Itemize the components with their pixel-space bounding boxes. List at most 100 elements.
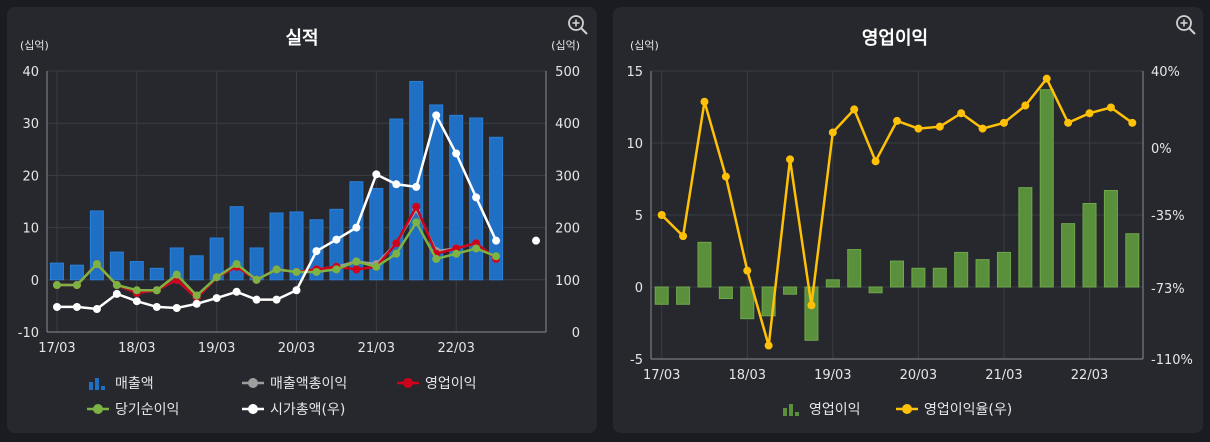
bar-매출액[interactable] — [409, 80, 424, 281]
point-영업이익율(우)[interactable] — [1021, 101, 1030, 110]
point-영업이익율(우)[interactable] — [721, 172, 730, 181]
legend-item-매출액총이익[interactable]: 매출액총이익 — [242, 376, 347, 392]
legend-item-매출액[interactable]: 매출액 — [89, 376, 154, 392]
legend-item-영업이익율(우)[interactable]: 영업이익율(우) — [896, 402, 1012, 418]
bar-영업이익[interactable] — [890, 260, 904, 288]
bar-영업이익[interactable] — [975, 259, 990, 288]
bar-매출액[interactable] — [229, 206, 244, 281]
point-영업이익율(우)[interactable] — [828, 128, 837, 137]
point-시가총액(우)[interactable] — [392, 180, 401, 189]
point-시가총액(우)[interactable] — [452, 149, 461, 158]
point-영업이익율(우)[interactable] — [679, 232, 688, 241]
point-시가총액(우)[interactable] — [332, 235, 341, 244]
bar-영업이익[interactable] — [697, 241, 712, 288]
bar-영업이익[interactable] — [783, 286, 798, 295]
point-영업이익[interactable] — [352, 265, 361, 274]
bar-영업이익[interactable] — [804, 286, 819, 341]
point-영업이익율(우)[interactable] — [807, 301, 816, 310]
point-당기순이익[interactable] — [192, 291, 201, 300]
point-시가총액(우)[interactable] — [172, 303, 181, 312]
point-영업이익율(우)[interactable] — [1042, 74, 1051, 83]
point-영업이익율(우)[interactable] — [957, 109, 966, 118]
point-시가총액(우)[interactable] — [312, 247, 321, 256]
point-당기순이익[interactable] — [352, 257, 361, 266]
point-시가총액(우)[interactable] — [292, 286, 301, 295]
bar-영업이익[interactable] — [825, 279, 840, 288]
point-영업이익율(우)[interactable] — [764, 341, 773, 350]
point-당기순이익[interactable] — [232, 260, 241, 269]
point-영업이익율(우)[interactable] — [1128, 118, 1137, 127]
point-당기순이익[interactable] — [392, 249, 401, 258]
point-시가총액(우)[interactable] — [152, 302, 161, 311]
point-영업이익율(우)[interactable] — [978, 124, 987, 133]
legend-item-영업이익[interactable]: 영업이익 — [397, 376, 477, 392]
point-영업이익율(우)[interactable] — [657, 211, 666, 219]
point-당기순이익[interactable] — [52, 281, 61, 290]
legend-item-영업이익[interactable]: 영업이익 — [783, 402, 861, 418]
point-당기순이익[interactable] — [412, 218, 421, 227]
zoom-in-icon[interactable] — [1176, 15, 1196, 35]
bar-영업이익[interactable] — [932, 267, 947, 288]
bar-영업이익[interactable] — [676, 286, 691, 305]
bar-영업이익[interactable] — [996, 251, 1011, 288]
point-당기순이익[interactable] — [252, 275, 261, 284]
point-시가총액(우)[interactable] — [132, 297, 141, 306]
point-영업이익율(우)[interactable] — [700, 97, 709, 106]
point-시가총액(우)[interactable] — [92, 305, 101, 314]
point-시가총액(우)[interactable] — [492, 236, 501, 245]
point-시가총액(우)[interactable] — [532, 236, 541, 245]
point-영업이익율(우)[interactable] — [1106, 103, 1115, 112]
bar-매출액[interactable] — [189, 255, 204, 281]
point-당기순이익[interactable] — [372, 262, 381, 271]
point-영업이익[interactable] — [412, 202, 421, 211]
point-영업이익율(우)[interactable] — [743, 266, 752, 275]
bar-매출액[interactable] — [149, 267, 164, 281]
point-당기순이익[interactable] — [432, 254, 441, 263]
bar-영업이익[interactable] — [654, 286, 669, 305]
bar-영업이익[interactable] — [1018, 187, 1033, 288]
point-영업이익율(우)[interactable] — [871, 157, 880, 166]
bar-영업이익[interactable] — [1125, 233, 1140, 288]
bar-매출액[interactable] — [489, 136, 504, 281]
bar-영업이익[interactable] — [718, 286, 733, 300]
point-당기순이익[interactable] — [92, 260, 101, 269]
bar-매출액[interactable] — [369, 187, 384, 281]
point-시가총액(우)[interactable] — [112, 289, 121, 298]
point-영업이익율(우)[interactable] — [1064, 118, 1073, 127]
bar-매출액[interactable] — [129, 261, 144, 281]
point-시가총액(우)[interactable] — [432, 111, 441, 120]
point-시가총액(우)[interactable] — [372, 170, 381, 179]
point-당기순이익[interactable] — [452, 249, 461, 258]
point-시가총액(우)[interactable] — [192, 299, 201, 308]
point-당기순이익[interactable] — [212, 273, 221, 282]
bar-매출액[interactable] — [429, 104, 444, 281]
bar-영업이익[interactable] — [1082, 202, 1097, 288]
bar-매출액[interactable] — [449, 114, 464, 281]
legend-item-당기순이익[interactable]: 당기순이익 — [87, 402, 179, 418]
point-시가총액(우)[interactable] — [52, 302, 61, 311]
point-영업이익율(우)[interactable] — [1085, 109, 1094, 118]
point-당기순이익[interactable] — [492, 252, 501, 261]
point-시가총액(우)[interactable] — [232, 287, 241, 296]
point-시가총액(우)[interactable] — [472, 193, 481, 202]
point-시가총액(우)[interactable] — [252, 295, 261, 304]
point-영업이익율(우)[interactable] — [893, 116, 901, 125]
point-당기순이익[interactable] — [472, 244, 481, 253]
point-당기순이익[interactable] — [332, 265, 341, 274]
point-당기순이익[interactable] — [132, 286, 141, 295]
point-시가총액(우)[interactable] — [72, 302, 81, 311]
bar-영업이익[interactable] — [1061, 223, 1076, 288]
point-시가총액(우)[interactable] — [352, 223, 361, 232]
bar-영업이익[interactable] — [1103, 190, 1118, 288]
point-시가총액(우)[interactable] — [272, 295, 281, 304]
bar-매출액[interactable] — [289, 211, 304, 281]
bar-매출액[interactable] — [49, 262, 64, 281]
point-당기순이익[interactable] — [292, 267, 301, 276]
point-시가총액(우)[interactable] — [412, 182, 421, 191]
bar-영업이익[interactable] — [847, 249, 862, 288]
point-당기순이익[interactable] — [312, 267, 321, 276]
point-시가총액(우)[interactable] — [212, 294, 221, 303]
point-영업이익율(우)[interactable] — [999, 118, 1008, 127]
point-영업이익율(우)[interactable] — [935, 122, 944, 131]
bar-매출액[interactable] — [109, 251, 124, 281]
